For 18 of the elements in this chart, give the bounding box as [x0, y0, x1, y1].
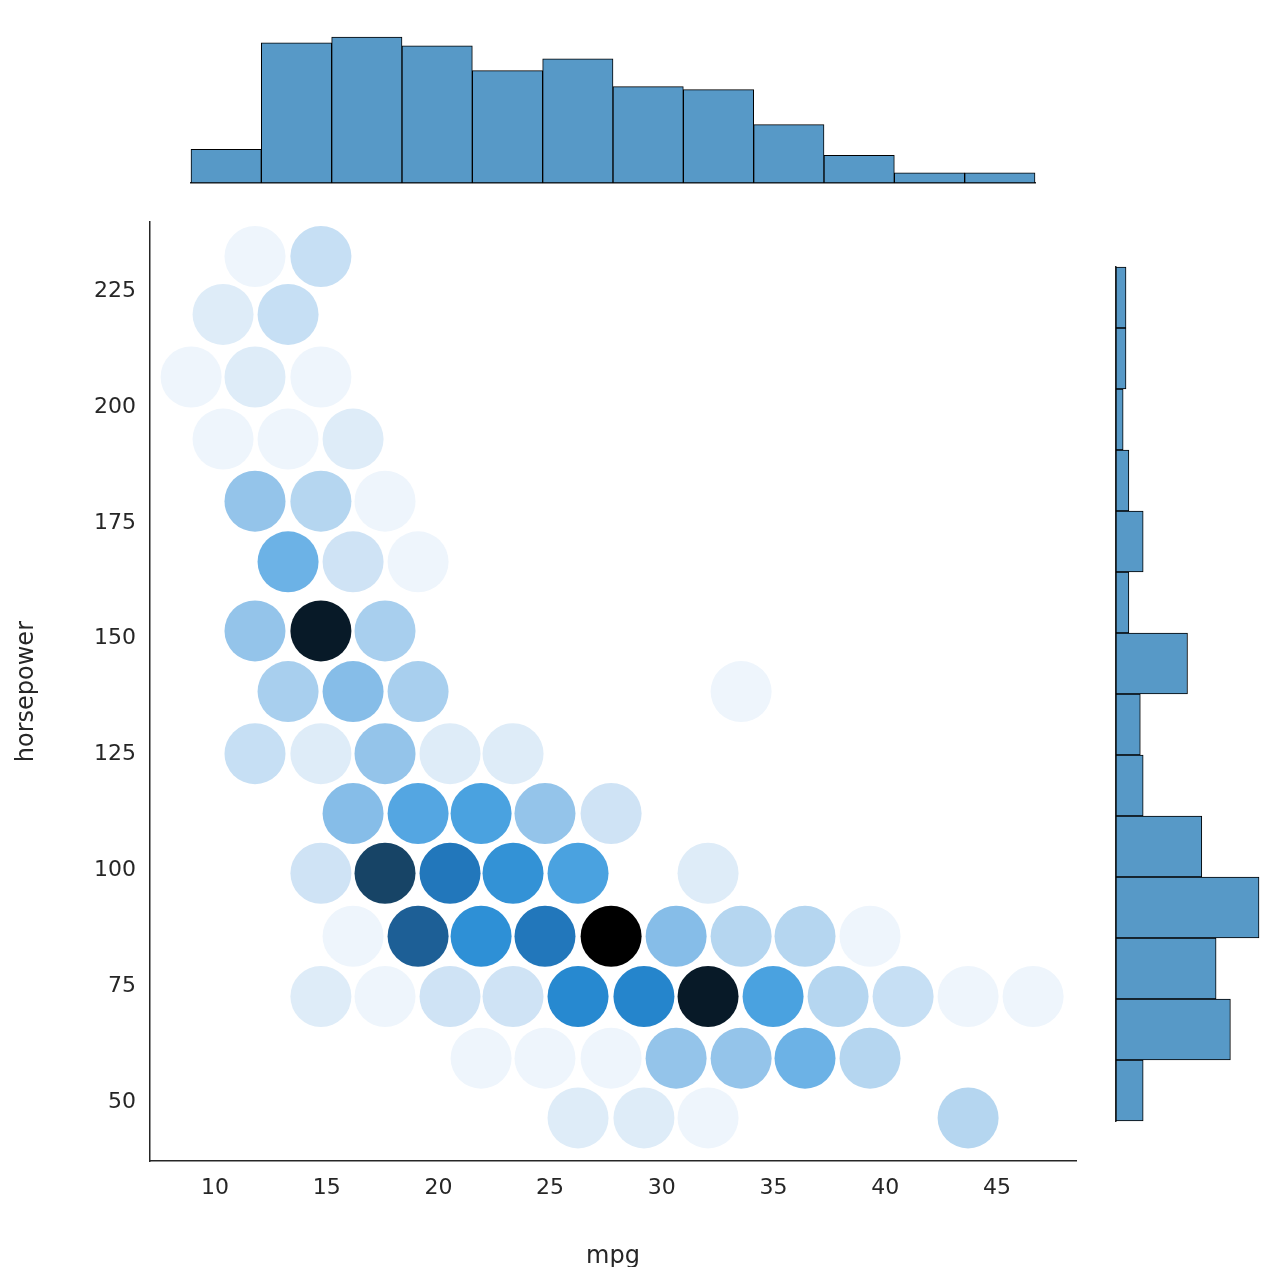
x-tick-label: 35 [759, 1173, 788, 1199]
x-tick-label: 25 [536, 1173, 565, 1199]
x-tick-label: 40 [871, 1173, 900, 1199]
y-tick-label: 225 [94, 276, 136, 302]
x-tick-label: 10 [201, 1173, 230, 1199]
y-tick-label: 175 [94, 508, 136, 534]
y-tick-label: 150 [94, 624, 136, 650]
y-tick-label: 100 [94, 856, 136, 882]
x-tick-label: 20 [424, 1173, 453, 1199]
y-tick-label: 75 [108, 972, 136, 998]
x-tick-label: 30 [647, 1173, 676, 1199]
x-tick-label: 45 [982, 1173, 1011, 1199]
x-axis-title: mpg [586, 1240, 640, 1267]
y-tick-label: 200 [94, 392, 136, 418]
y-tick-label: 50 [108, 1087, 136, 1113]
x-tick-label: 15 [312, 1173, 341, 1199]
y-axis-title: horsepower [10, 620, 39, 763]
y-tick-label: 125 [94, 740, 136, 766]
